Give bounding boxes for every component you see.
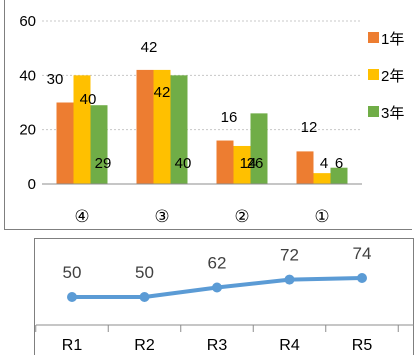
data-label: 6 — [335, 155, 343, 172]
bar-3-3 — [250, 113, 268, 184]
x-tick-label: ① — [314, 207, 329, 226]
line-point-5 — [357, 273, 367, 283]
bar-2-1 — [73, 75, 91, 184]
bar-1-4 — [296, 151, 314, 184]
line-x-tick-label: R3 — [207, 337, 228, 354]
bar-1-1 — [56, 102, 74, 184]
y-tick-label: 20 — [19, 122, 36, 139]
line-point-4 — [284, 274, 295, 285]
data-label: 16 — [221, 109, 238, 126]
line-data-label: 50 — [135, 263, 154, 282]
line-point-2 — [139, 292, 150, 302]
legend-label-1: 1年 — [381, 31, 404, 48]
data-label: 40 — [175, 155, 192, 172]
data-label: 14 — [240, 155, 257, 172]
legend-swatch-2 — [368, 69, 379, 80]
data-label: 30 — [47, 71, 64, 88]
data-label: 29 — [95, 155, 112, 172]
bar-3-1 — [90, 105, 108, 184]
line-x-tick-label: R2 — [134, 337, 155, 354]
legend-swatch-1 — [368, 32, 379, 43]
line-x-tick-label: R5 — [352, 337, 373, 354]
bar-1-3 — [216, 140, 234, 184]
line-x-tick-label: R4 — [279, 337, 300, 354]
y-tick-label: 60 — [19, 13, 36, 30]
data-label: 42 — [141, 39, 158, 56]
y-tick-label: 0 — [28, 176, 36, 193]
legend-label-2: 2年 — [381, 68, 404, 85]
y-tick-label: 40 — [19, 67, 36, 84]
bar-3-4 — [330, 167, 348, 184]
line-data-label: 62 — [208, 254, 227, 273]
data-label: 40 — [80, 91, 97, 108]
x-tick-label: ④ — [74, 207, 89, 226]
x-tick-label: ③ — [154, 207, 169, 226]
line-x-tick-label: R1 — [62, 337, 83, 354]
line-point-3 — [212, 282, 222, 293]
legend-label-3: 3年 — [381, 105, 404, 122]
x-tick-label: ② — [234, 207, 249, 226]
bar-2-2 — [153, 69, 171, 184]
line-data-label: 72 — [280, 246, 299, 265]
bar-2-3 — [233, 145, 251, 184]
bar-1-2 — [136, 69, 154, 184]
bar-3-2 — [170, 75, 188, 184]
line-point-1 — [67, 292, 77, 302]
bar-2-4 — [313, 173, 331, 184]
data-label: 42 — [154, 84, 171, 101]
data-label: 12 — [301, 119, 318, 136]
line-data-label: 50 — [63, 263, 82, 282]
data-label: 4 — [320, 155, 328, 172]
legend-swatch-3 — [368, 106, 379, 117]
line-data-label: 74 — [353, 244, 372, 263]
data-label: 26 — [247, 155, 264, 172]
